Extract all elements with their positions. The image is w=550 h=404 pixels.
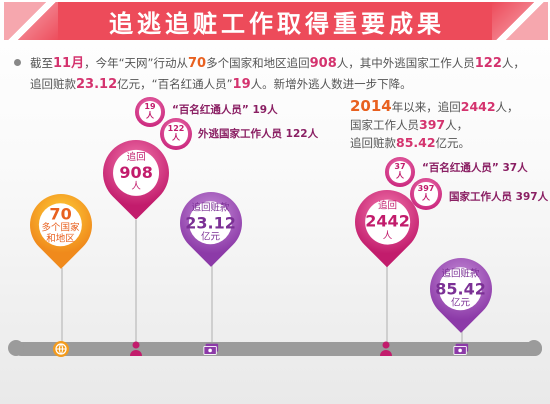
intro-line-2: 追回赃款23.12亿元，“百名红通人员”19人。新增外逃人数进一步下降。 [30,74,544,95]
officials-total-label: 国家工作人员 397人 [449,189,548,204]
money-label: 追回赃款 [191,201,230,213]
summary-text: 人， [495,100,519,114]
intro-text: 多个国家和地区追回 [206,56,310,70]
globe-icon [53,341,69,357]
money-total-label: 追回赃款 [441,267,480,279]
countries-label: 和地区 [46,233,76,245]
redlist-total-label-text: “百名红通人员” [422,162,499,174]
summary-money-amount: 85.42 [396,135,436,150]
summary-year: 2014 [350,97,392,115]
intro-officials-count: 122 [474,56,502,71]
title-banner: 追逃追赃工作取得重要成果 [58,2,496,40]
countries-count: 70 [49,203,73,223]
officials-total-label-value: 397人 [515,191,549,203]
bullet-dot [14,59,21,66]
redlist-bubble: 19 人 [135,97,165,127]
redlist-total-bubble: 37 人 [385,157,415,187]
cash-icon [203,342,219,358]
officials-bubble-content: 122 人 [164,122,188,146]
intro-month: 11月 [53,56,85,71]
recovered-count: 908 [119,162,153,182]
officials-bubble: 122 人 [160,118,192,150]
intro-text: 人。新增外逃人数进一步下降。 [250,77,412,91]
summary-text: 人， [445,118,469,132]
banner-right-decoration [492,2,548,40]
money-total-unit: 亿元 [451,297,471,309]
officials-total-bubble-unit: 人 [422,193,430,202]
pin-stem [461,330,463,344]
officials-total-label-text: 国家工作人员 [449,191,512,203]
money-amount: 23.12 [185,212,237,232]
since-2014-summary: 2014年以来，追回2442人， 国家工作人员397人， 追回赃款85.42亿元… [350,97,540,152]
timeline-bar [14,342,542,356]
money-unit: 亿元 [201,231,221,243]
pin-stem [386,258,388,344]
summary-recovered-count: 2442 [460,99,496,114]
summary-officials-count: 397 [419,117,446,132]
money-total-amount: 85.42 [435,278,487,298]
officials-bubble-number: 122 [167,124,185,134]
officials-total-bubble: 397 人 [410,178,442,210]
redlist-label-text: “百名红通人员” [172,104,249,116]
intro-text: 人，其中外逃国家工作人员 [336,56,475,70]
banner-left-decoration [4,2,60,40]
redlist-bubble-content: 19 人 [139,101,161,123]
recovered-total-pin-content: 追回 2442 人 [364,199,410,245]
redlist-total-bubble-content: 37 人 [389,161,411,183]
officials-label-value: 122人 [285,128,319,140]
intro-paragraph: 截至11月，今年“天网”行动从70多个国家和地区追回908人，其中外逃国家工作人… [14,53,544,95]
pin-stem [61,268,63,344]
timeline-start-dot [8,340,24,356]
cash-icon [453,342,469,358]
intro-line-1: 截至11月，今年“天网”行动从70多个国家和地区追回908人，其中外逃国家工作人… [30,53,544,74]
recovered-unit: 人 [131,181,141,193]
countries-pin-content: 70 多个国家 和地区 [39,203,83,247]
redlist-total-bubble-unit: 人 [396,171,404,180]
summary-text: 年以来，追回 [391,100,461,114]
officials-total-bubble-number: 397 [417,184,435,194]
officials-label-text: 外逃国家工作人员 [198,128,282,140]
money-total-pin-content: 追回赃款 85.42 亿元 [436,267,486,311]
redlist-total-label-value: 37人 [502,162,528,174]
summary-text: 亿元。 [435,136,471,150]
summary-text: 追回赃款 [350,136,396,150]
summary-line-2: 国家工作人员397人， [350,116,540,134]
recovered-total-count: 2442 [364,211,410,231]
intro-text: 截至 [30,56,53,70]
intro-money-amount: 23.12 [76,77,118,92]
person-icon [128,340,144,356]
summary-text: 国家工作人员 [350,118,419,132]
intro-text: 追回赃款 [30,77,76,91]
redlist-label: “百名红通人员” 19人 [172,102,278,117]
summary-line-1: 2014年以来，追回2442人， [350,97,540,116]
person-icon [378,340,394,356]
intro-redlist-count: 19 [232,77,251,92]
recovered-total-unit: 人 [382,230,392,242]
redlist-bubble-number: 19 [144,102,156,112]
intro-text: 人， [501,56,525,70]
pin-stem [135,220,137,344]
money-pin-content: 追回赃款 23.12 亿元 [186,201,236,245]
timeline-end-dot [526,340,542,356]
redlist-total-label: “百名红通人员” 37人 [422,160,528,175]
recovered-pin-content: 追回 908 人 [112,149,160,197]
redlist-bubble-unit: 人 [146,111,154,120]
summary-line-3: 追回赃款85.42亿元。 [350,134,540,152]
pin-stem [211,258,213,344]
intro-text: 亿元，“百名红通人员” [117,77,233,91]
officials-bubble-unit: 人 [172,133,180,142]
redlist-total-bubble-number: 37 [394,162,406,172]
intro-text: ，今年“天网”行动从 [84,56,189,70]
redlist-label-value: 19人 [252,104,278,116]
officials-total-bubble-content: 397 人 [414,182,438,206]
officials-label: 外逃国家工作人员 122人 [198,126,318,141]
intro-recovered-count: 908 [309,56,337,71]
intro-countries-count: 70 [188,56,207,71]
page-title: 追逃追赃工作取得重要成果 [109,9,445,38]
